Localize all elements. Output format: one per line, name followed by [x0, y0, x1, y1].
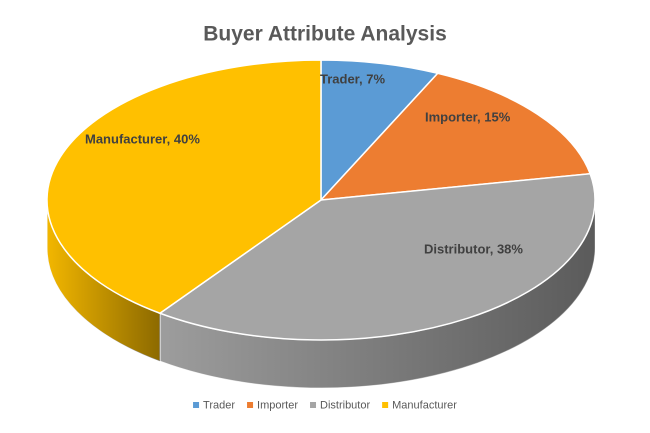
legend: Trader Importer Distributor Manufacturer [193, 399, 457, 411]
legend-swatch [382, 402, 389, 408]
data-label: Trader, 7% [320, 71, 385, 86]
slice [158, 172, 596, 341]
legend-label: Distributor [320, 399, 370, 411]
data-label: Importer, 15% [425, 109, 511, 124]
legend-label: Manufacturer [392, 399, 457, 411]
data-label: Distributor, 38% [424, 241, 523, 256]
slice-side-shade [47, 200, 160, 362]
slice [319, 72, 592, 201]
chart-title: Buyer Attribute Analysis [203, 23, 447, 46]
pie [46, 59, 596, 389]
legend-swatch [310, 402, 317, 408]
slice [46, 59, 322, 315]
slice [320, 59, 440, 202]
data-labels: Trader, 7% Importer, 15% Distributor, 38% M… [85, 71, 523, 256]
legend-label: Importer [257, 399, 298, 411]
slice-side-shade [159, 200, 595, 389]
legend-swatch [193, 402, 200, 408]
legend-swatch [247, 402, 254, 408]
data-label: Manufacturer, 40% [85, 131, 200, 146]
legend-label: Trader [203, 399, 235, 411]
